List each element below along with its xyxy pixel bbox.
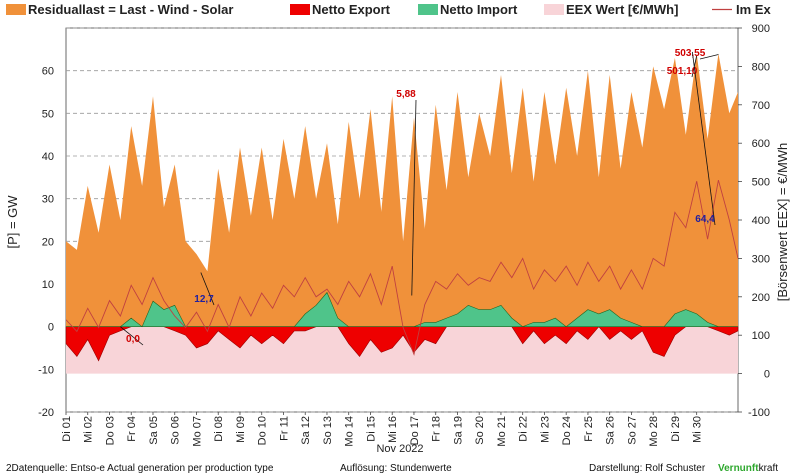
x-tick-label: Mi 16 bbox=[387, 416, 399, 443]
x-tick-label: Mo 21 bbox=[496, 416, 508, 447]
footer-brand-kraft: kraft bbox=[759, 463, 779, 474]
legend-label-residuallast: Residuallast = Last - Wind - Solar bbox=[28, 2, 233, 17]
x-tick-label: So 06 bbox=[170, 416, 182, 445]
annotation-label: 64,4 bbox=[695, 214, 715, 225]
x-tick-label: Do 17 bbox=[409, 416, 421, 445]
y-axis-left-label: [P] = GW bbox=[5, 195, 20, 249]
footer-brand-vernunft: Vernunft bbox=[718, 463, 759, 474]
x-tick-label: Mi 30 bbox=[692, 416, 704, 443]
footer-brand: Vernunftkraft bbox=[718, 463, 778, 474]
x-tick-label: Di 01 bbox=[61, 416, 73, 442]
right-tick-label: 100 bbox=[752, 330, 770, 342]
x-tick-label: Sa 26 bbox=[605, 416, 617, 445]
legend-label-im-ex: Im Ex bbox=[736, 2, 771, 17]
annotation-leader bbox=[120, 326, 144, 346]
x-tick-label: Sa 19 bbox=[453, 416, 465, 445]
y-axis-right-label: [Börsenwert EEX] = €/MWh bbox=[775, 143, 790, 302]
x-tick-label: Mi 02 bbox=[83, 416, 95, 443]
right-tick-label: 600 bbox=[752, 138, 770, 150]
x-tick-label: Di 15 bbox=[366, 416, 378, 442]
right-tick-label: 300 bbox=[752, 253, 770, 265]
annotation-label: 5,88 bbox=[396, 89, 416, 100]
annotation-label: 12,7 bbox=[194, 294, 214, 305]
x-tick-label: Fr 04 bbox=[126, 416, 138, 442]
right-tick-label: 400 bbox=[752, 215, 770, 227]
residuallast-layer bbox=[66, 53, 738, 327]
footer-author: Darstellung: Rolf Schuster bbox=[589, 463, 706, 474]
footer-source: 2Datenquelle: Entso-e Actual generation … bbox=[6, 463, 274, 474]
netto-export-layer bbox=[65, 326, 739, 362]
x-tick-label: Mo 07 bbox=[192, 416, 204, 447]
x-tick-label: Sa 12 bbox=[300, 416, 312, 445]
footer-resolution: Auflösung: Stundenwerte bbox=[340, 463, 452, 474]
x-axis-title: Nov 2022 bbox=[376, 443, 423, 455]
annotation-label: 501,10 bbox=[667, 66, 698, 77]
legend-swatch-residuallast bbox=[6, 4, 26, 15]
right-axis-ticks: -100 0 100 200 300 400 500 600 700 800 900 bbox=[738, 23, 770, 419]
left-tick-label: 20 bbox=[42, 236, 54, 248]
legend-label-eex-wert: EEX Wert [€/MWh] bbox=[566, 2, 678, 17]
annotations: 5,88 501,10 503,55 12,7 64,4 0,0 bbox=[120, 48, 719, 346]
x-tick-label: Mo 28 bbox=[648, 416, 660, 447]
left-tick-label: 40 bbox=[42, 151, 54, 163]
eex-line-layer bbox=[65, 179, 739, 356]
annotation-leader bbox=[699, 54, 719, 60]
x-tick-label: Di 29 bbox=[670, 416, 682, 442]
left-axis-ticks: -20 -10 0 10 20 30 40 50 60 bbox=[38, 66, 54, 419]
legend-swatch-eex-wert bbox=[544, 4, 564, 15]
left-tick-label: -20 bbox=[38, 407, 54, 419]
x-tick-label: Di 22 bbox=[518, 416, 530, 442]
legend-label-netto-import: Netto Import bbox=[440, 2, 518, 17]
x-tick-label: Mi 23 bbox=[539, 416, 551, 443]
x-tick-label: Fr 11 bbox=[279, 416, 291, 441]
netto-export-area bbox=[65, 326, 739, 362]
annotation-label: 0,0 bbox=[126, 334, 140, 345]
annotation-label: 503,55 bbox=[675, 48, 706, 59]
left-tick-label: 60 bbox=[42, 66, 54, 78]
x-tick-label: So 20 bbox=[474, 416, 486, 445]
x-tick-label: Sa 05 bbox=[148, 416, 160, 445]
legend-swatch-netto-export bbox=[290, 4, 310, 15]
right-tick-label: 200 bbox=[752, 292, 770, 304]
right-tick-label: 900 bbox=[752, 23, 770, 35]
eex-wert-line bbox=[65, 179, 739, 356]
x-tick-label: Mo 14 bbox=[344, 416, 356, 447]
x-tick-label: So 27 bbox=[626, 416, 638, 445]
legend: Residuallast = Last - Wind - Solar Netto… bbox=[6, 2, 771, 17]
left-tick-label: 10 bbox=[42, 279, 54, 291]
left-tick-label: 0 bbox=[48, 322, 54, 334]
annotation-leader bbox=[200, 272, 215, 306]
annotation-leader bbox=[411, 99, 417, 296]
right-tick-label: 500 bbox=[752, 177, 770, 189]
netto-import-area bbox=[66, 291, 738, 328]
x-tick-label: Do 24 bbox=[561, 416, 573, 445]
x-tick-label: Mi 09 bbox=[235, 416, 247, 443]
annotation-leader bbox=[691, 51, 716, 226]
right-tick-label: -100 bbox=[748, 407, 770, 419]
x-tick-label: So 13 bbox=[322, 416, 334, 445]
left-tick-label: -10 bbox=[38, 364, 54, 376]
x-tick-label: Fr 25 bbox=[583, 416, 595, 442]
right-tick-label: 700 bbox=[752, 100, 770, 112]
netto-import-layer bbox=[66, 291, 738, 328]
x-tick-label: Do 10 bbox=[257, 416, 269, 445]
x-axis-ticks: Di 01 Mi 02 Do 03 Fr 04 Sa 05 So 06 Mo 07 Di 08… bbox=[61, 412, 704, 447]
x-tick-label: Fr 18 bbox=[431, 416, 443, 442]
legend-swatch-netto-import bbox=[418, 4, 438, 15]
left-tick-label: 30 bbox=[42, 194, 54, 206]
x-tick-label: Do 03 bbox=[105, 416, 117, 445]
x-tick-label: Di 08 bbox=[213, 416, 225, 442]
footer: 2Datenquelle: Entso-e Actual generation … bbox=[6, 463, 778, 474]
residuallast-area bbox=[66, 53, 738, 327]
right-tick-label: 0 bbox=[764, 369, 770, 381]
left-tick-label: 50 bbox=[42, 108, 54, 120]
right-tick-label: 800 bbox=[752, 61, 770, 73]
legend-label-netto-export: Netto Export bbox=[312, 2, 391, 17]
